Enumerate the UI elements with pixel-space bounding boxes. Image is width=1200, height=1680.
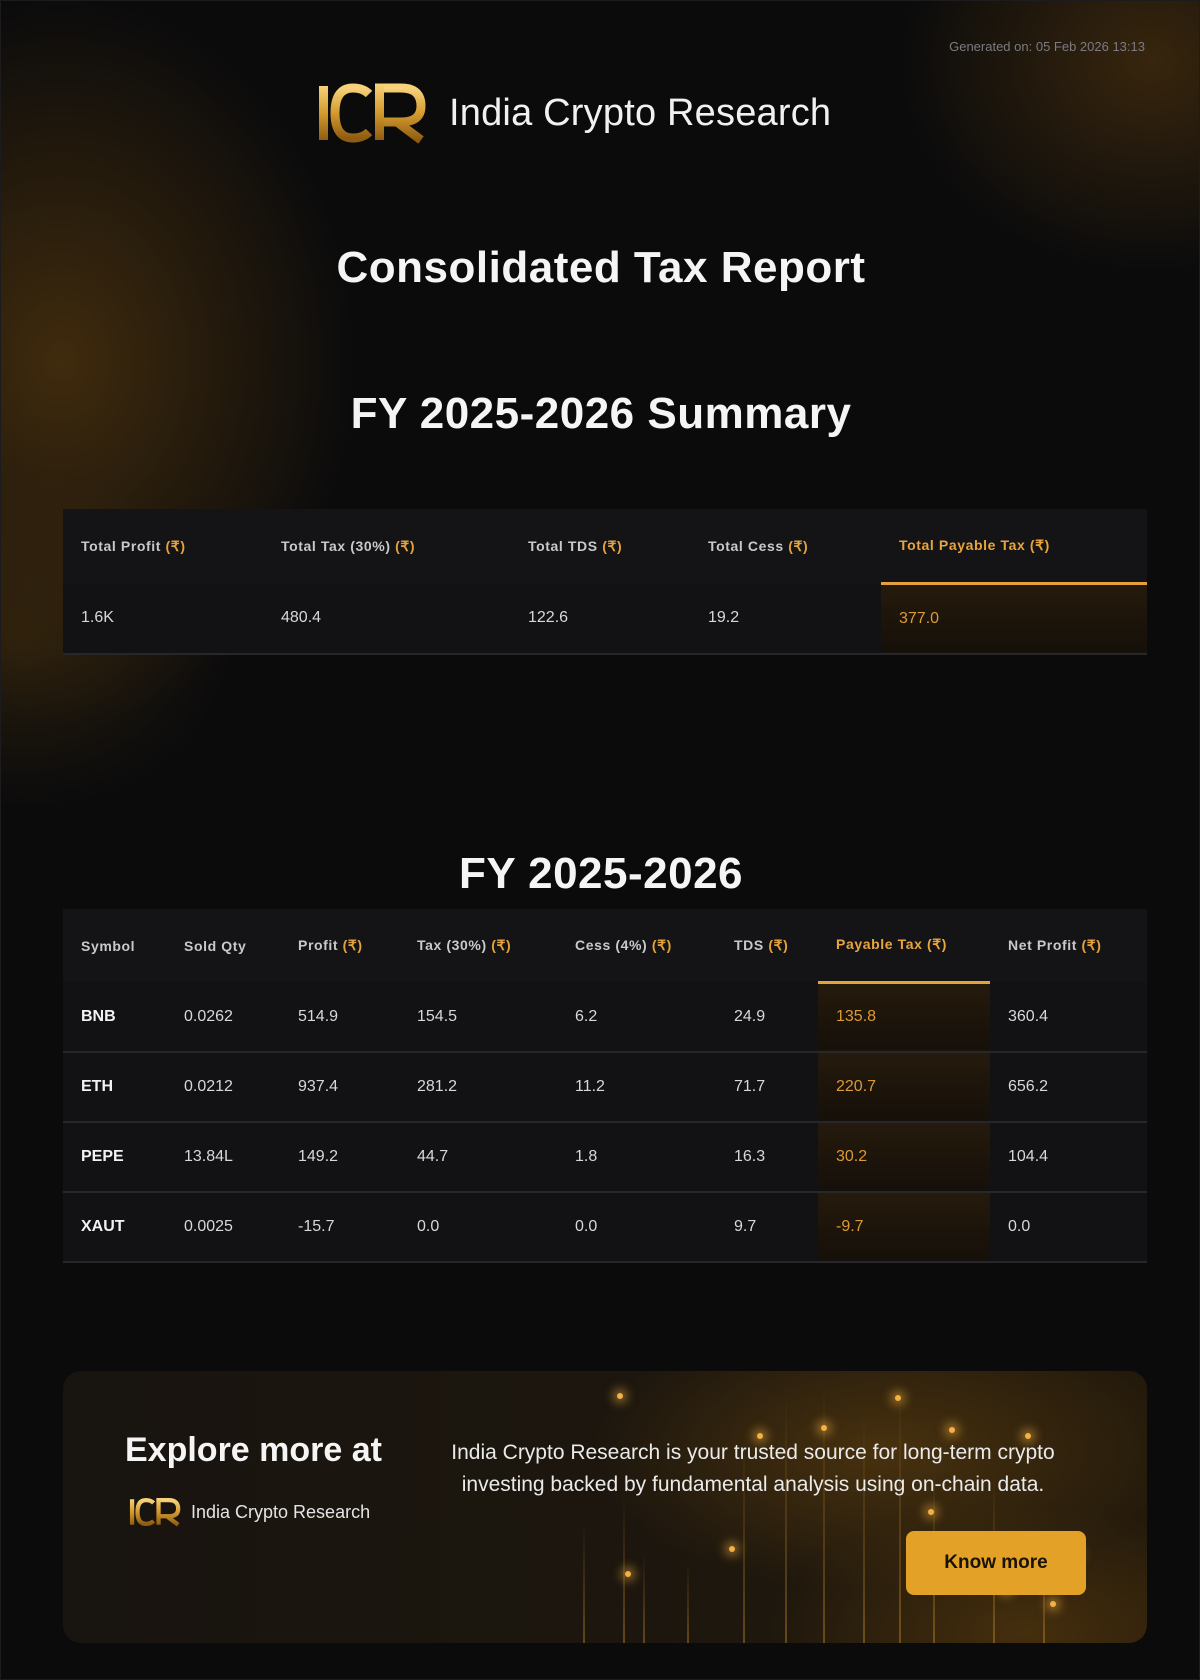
tds-cell: 16.3 [716, 1122, 818, 1193]
decor-dot [617, 1393, 623, 1399]
profit-cell: -15.7 [280, 1192, 399, 1263]
cta-brand-name: India Crypto Research [191, 1501, 371, 1522]
profit-cell: 937.4 [280, 1052, 399, 1123]
decor-line [687, 1563, 689, 1643]
total-tds-value: 122.6 [510, 583, 690, 655]
payable-tax-cell: 220.7 [818, 1052, 990, 1123]
header-total-tds: Total TDS (₹) [510, 509, 690, 583]
decor-dot [1050, 1601, 1056, 1607]
header-total-payable-tax: Total Payable Tax (₹) [881, 509, 1147, 585]
header-tds: TDS (₹) [716, 909, 818, 982]
decor-dot [949, 1427, 955, 1433]
generated-timestamp: Generated on: 05 Feb 2026 13:13 [949, 39, 1145, 54]
cess-cell: 1.8 [557, 1122, 716, 1193]
net-profit-cell: 0.0 [990, 1192, 1147, 1263]
symbol-cell: BNB [63, 982, 166, 1053]
tax-cell: 281.2 [399, 1052, 557, 1123]
cess-cell: 11.2 [557, 1052, 716, 1123]
decor-dot [821, 1425, 827, 1431]
header-sold-qty: Sold Qty [166, 909, 280, 982]
tax-cell: 0.0 [399, 1192, 557, 1263]
tds-cell: 9.7 [716, 1192, 818, 1263]
tax-cell: 154.5 [399, 982, 557, 1053]
net-profit-cell: 656.2 [990, 1052, 1147, 1123]
total-profit-value: 1.6K [63, 583, 263, 655]
tds-cell: 71.7 [716, 1052, 818, 1123]
decor-line [623, 1493, 625, 1643]
decor-dot [757, 1433, 763, 1439]
holdings-header-row: Symbol Sold Qty Profit (₹) Tax (30%) (₹)… [63, 909, 1147, 984]
know-more-button[interactable]: Know more [906, 1531, 1086, 1595]
icr-logo [319, 83, 426, 144]
tds-cell: 24.9 [716, 982, 818, 1053]
profit-cell: 149.2 [280, 1122, 399, 1193]
total-payable-tax-value: 377.0 [881, 583, 1147, 655]
summary-heading: FY 2025-2026 Summary [350, 389, 852, 438]
payable-tax-cell: 135.8 [818, 982, 990, 1053]
decor-line [743, 1433, 745, 1643]
tax-cell: 44.7 [399, 1122, 557, 1193]
decor-dot [928, 1509, 934, 1515]
cta-banner: Explore more at India Crypto Research In… [63, 1371, 1147, 1643]
table-row: BNB 0.0262 514.9 154.5 6.2 24.9 135.8 36… [63, 982, 1147, 1053]
header-profit: Profit (₹) [280, 909, 399, 982]
header-symbol: Symbol [63, 909, 166, 982]
decor-dot [729, 1546, 735, 1552]
header-total-profit: Total Profit (₹) [63, 509, 263, 583]
decor-line [643, 1553, 645, 1643]
table-row: PEPE 13.84L 149.2 44.7 1.8 16.3 30.2 104… [63, 1122, 1147, 1193]
brand-name: India Crypto Research [449, 91, 832, 134]
table-row: XAUT 0.0025 -15.7 0.0 0.0 9.7 -9.7 0.0 [63, 1192, 1147, 1263]
summary-table: Total Profit (₹) Total Tax (30%) (₹) Tot… [63, 509, 1147, 655]
decor-dot [625, 1571, 631, 1577]
cta-description: India Crypto Research is your trusted so… [451, 1441, 1055, 1496]
symbol-cell: XAUT [63, 1192, 166, 1263]
header-total-tax: Total Tax (30%) (₹) [263, 509, 510, 583]
decor-dot [1025, 1433, 1031, 1439]
brand-header: India Crypto Research [317, 79, 831, 147]
sold-qty-cell: 0.0212 [166, 1052, 280, 1123]
holdings-heading: FY 2025-2026 [458, 849, 744, 898]
summary-header-row: Total Profit (₹) Total Tax (30%) (₹) Tot… [63, 509, 1147, 585]
cta-title: Explore more at [125, 1431, 382, 1469]
symbol-cell: PEPE [63, 1122, 166, 1193]
decor-line [785, 1393, 787, 1643]
payable-tax-cell: 30.2 [818, 1122, 990, 1193]
header-cess: Cess (4%) (₹) [557, 909, 716, 982]
decor-line [899, 1388, 901, 1643]
net-profit-cell: 360.4 [990, 982, 1147, 1053]
cta-brand[interactable]: India Crypto Research [129, 1497, 370, 1527]
decor-line [823, 1383, 825, 1643]
net-profit-cell: 104.4 [990, 1122, 1147, 1193]
profit-cell: 514.9 [280, 982, 399, 1053]
icr-logo-small [129, 1498, 181, 1527]
cess-cell: 0.0 [557, 1192, 716, 1263]
payable-tax-cell: -9.7 [818, 1192, 990, 1263]
holdings-table: Symbol Sold Qty Profit (₹) Tax (30%) (₹)… [63, 909, 1147, 1263]
decor-line [583, 1523, 585, 1643]
header-net-profit: Net Profit (₹) [990, 909, 1147, 982]
header-tax: Tax (30%) (₹) [399, 909, 557, 982]
summary-value-row: 1.6K 480.4 122.6 19.2 377.0 [63, 583, 1147, 655]
decor-line [863, 1413, 865, 1643]
decor-dot [895, 1395, 901, 1401]
sold-qty-cell: 0.0262 [166, 982, 280, 1053]
symbol-cell: ETH [63, 1052, 166, 1123]
table-row: ETH 0.0212 937.4 281.2 11.2 71.7 220.7 6… [63, 1052, 1147, 1123]
header-payable-tax: Payable Tax (₹) [818, 909, 990, 984]
report-title: Consolidated Tax Report [336, 243, 866, 292]
total-cess-value: 19.2 [690, 583, 881, 655]
sold-qty-cell: 13.84L [166, 1122, 280, 1193]
total-tax-value: 480.4 [263, 583, 510, 655]
header-total-cess: Total Cess (₹) [690, 509, 881, 583]
cess-cell: 6.2 [557, 982, 716, 1053]
sold-qty-cell: 0.0025 [166, 1192, 280, 1263]
